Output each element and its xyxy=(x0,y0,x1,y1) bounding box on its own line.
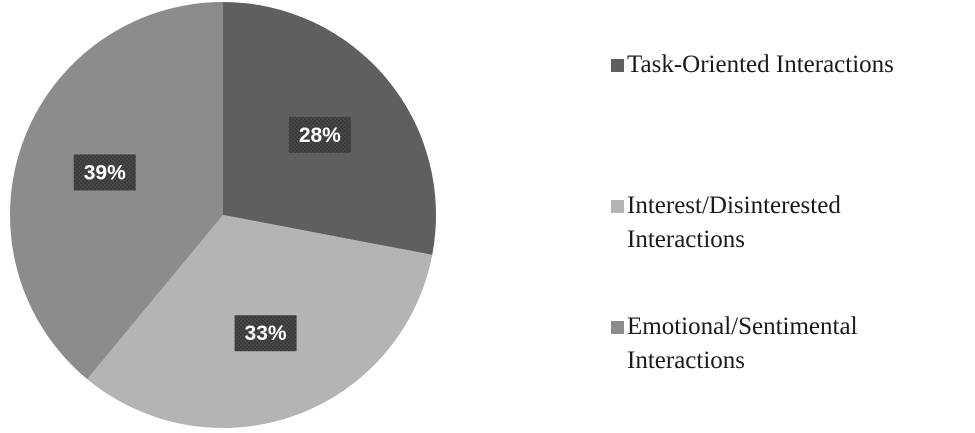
data-label-emotional-sentimental: 39% xyxy=(73,154,136,191)
legend-swatch-emotional-sentimental xyxy=(611,321,624,334)
pie-slice-emotional-sentimental xyxy=(9,2,223,380)
legend-swatch-interest-disinterested xyxy=(611,200,624,213)
data-label-text: 28% xyxy=(299,124,341,147)
pie-data-labels: 28% 33% 39% xyxy=(73,116,351,352)
legend-label-emotional-sentimental: Emotional/Sentimental Interactions xyxy=(627,313,858,374)
legend-label-task-oriented: Task-Oriented Interactions xyxy=(627,51,894,78)
data-label-bg xyxy=(73,154,136,191)
legend-label-interest-disinterested: Interest/Disinterested Interactions xyxy=(627,192,841,253)
data-label-bg xyxy=(288,116,351,153)
data-label-text: 33% xyxy=(245,322,287,345)
data-label-bg xyxy=(234,315,297,352)
data-label-task-oriented: 28% xyxy=(288,116,351,153)
legend-swatch-task-oriented xyxy=(611,59,624,72)
data-label-text: 39% xyxy=(84,161,126,184)
pie-slices xyxy=(9,2,436,429)
data-label-interest-disinterested: 33% xyxy=(234,315,297,352)
